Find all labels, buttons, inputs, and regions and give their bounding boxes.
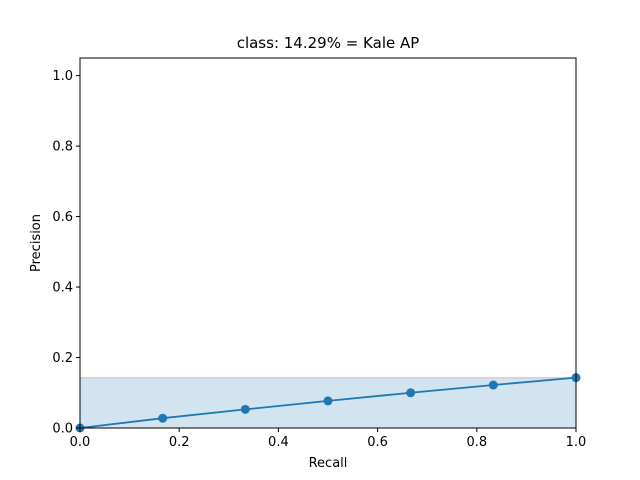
y-axis-label: Precision	[29, 214, 44, 272]
data-point	[240, 404, 250, 414]
data-point	[158, 413, 168, 423]
x-tick-label: 1.0	[566, 435, 587, 450]
x-tick-label: 0.2	[169, 435, 190, 450]
axes: 0.0 0.2 0.4 0.6 0.8 1.0 0.0 0.2 0.4 0.6 0.8 1.0	[52, 57, 587, 450]
plot-frame	[79, 57, 577, 429]
y-tick-label: 0.2	[52, 351, 73, 366]
plot-area	[75, 373, 581, 433]
data-point	[488, 380, 498, 390]
data-point	[323, 396, 333, 406]
y-tick-label: 0.0	[52, 422, 73, 437]
x-tick-label: 0.8	[466, 435, 487, 450]
data-point	[406, 388, 416, 398]
chart-title: class: 14.29% = Kale AP	[237, 34, 420, 52]
y-tick-label: 0.4	[52, 281, 73, 296]
x-tick-label: 0.6	[367, 435, 388, 450]
y-tick-label: 0.6	[52, 210, 73, 225]
x-tick-label: 0.4	[268, 435, 289, 450]
x-tick-label: 0.0	[70, 435, 91, 450]
x-axis-label: Recall	[309, 456, 348, 471]
y-tick-label: 0.8	[52, 140, 73, 155]
y-tick-label: 1.0	[52, 69, 73, 84]
